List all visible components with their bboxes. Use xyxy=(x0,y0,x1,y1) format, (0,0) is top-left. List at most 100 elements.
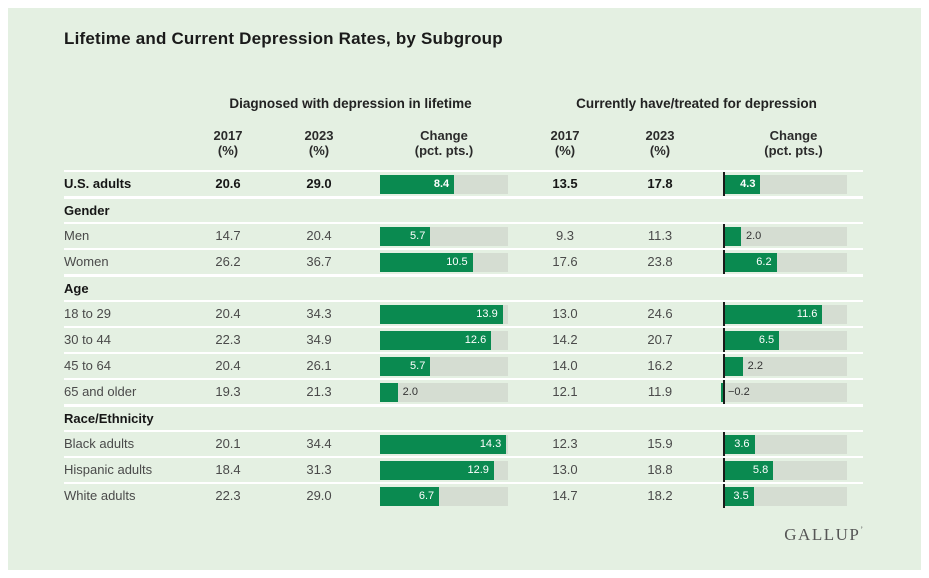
change-bar-fill: 5.7 xyxy=(380,356,431,376)
change-value-label: 2.2 xyxy=(747,359,763,372)
change-bar-cell: 5.8 xyxy=(723,458,847,482)
change-bar-fill: 3.5 xyxy=(724,486,754,506)
change-value-label: 5.7 xyxy=(410,229,426,242)
row-label: U.S. adults xyxy=(64,176,132,191)
change-bar: 10.5 xyxy=(380,252,508,272)
value-2023-lifetime: 20.4 xyxy=(306,228,332,243)
value-2023-lifetime: 34.4 xyxy=(306,436,332,451)
value-2017-lifetime: 20.4 xyxy=(215,358,241,373)
value-2017-lifetime: 14.7 xyxy=(215,228,241,243)
change-bar-fill: 6.7 xyxy=(380,486,440,506)
change-bar-cell: 12.9 xyxy=(380,458,508,482)
change-bar-cell: 11.6 xyxy=(723,302,847,326)
value-2023-lifetime: 34.9 xyxy=(306,332,332,347)
change-value-label: −0.2 xyxy=(728,385,750,398)
change-bar: 3.6 xyxy=(723,432,847,456)
column-headers: 2017 (%) 2023 (%) Change (pct. pts.) 201… xyxy=(64,128,863,158)
section-header-row: Race/Ethnicity xyxy=(64,404,863,430)
change-value-label: 5.7 xyxy=(410,359,426,372)
value-2017-current: 9.3 xyxy=(555,228,575,243)
section-header-row: Age xyxy=(64,274,863,300)
row-label: 65 and older xyxy=(64,384,137,399)
value-2017-current: 17.6 xyxy=(552,254,578,269)
table-row: 18 to 29 20.4 34.3 13.9 13.0 24.6 11.6 xyxy=(64,300,863,326)
row-label: 18 to 29 xyxy=(64,306,111,321)
table-row: Black adults 20.1 34.4 14.3 12.3 15.9 3.6 xyxy=(64,430,863,456)
change-bar-fill: 6.5 xyxy=(724,330,780,350)
column-header-2017-current: 2017 (%) xyxy=(550,128,580,158)
depression-rates-table: Diagnosed with depression in lifetime Cu… xyxy=(64,96,863,508)
chart-card: Lifetime and Current Depression Rates, b… xyxy=(8,8,921,570)
change-bar-cell: 5.7 xyxy=(380,354,508,378)
row-label: Men xyxy=(64,228,90,243)
value-2017-lifetime: 20.1 xyxy=(215,436,241,451)
value-2023-current: 15.9 xyxy=(647,436,673,451)
change-bar: 2.0 xyxy=(723,224,847,248)
change-value-label: 2.0 xyxy=(745,229,762,242)
change-value-label: 8.4 xyxy=(433,177,450,190)
table-row: 45 to 64 20.4 26.1 5.7 14.0 16.2 2.2 xyxy=(64,352,863,378)
change-bar: 6.5 xyxy=(723,328,847,352)
section-headers: Diagnosed with depression in lifetime Cu… xyxy=(64,96,863,112)
value-2017-lifetime: 20.4 xyxy=(215,306,241,321)
change-bar: −0.2 xyxy=(721,380,847,404)
section-label: Race/Ethnicity xyxy=(64,411,154,426)
change-bar-fill: 3.6 xyxy=(724,434,755,454)
change-bar: 5.7 xyxy=(380,356,508,376)
change-bar-cell: 2.0 xyxy=(380,380,508,404)
value-2023-lifetime: 21.3 xyxy=(306,384,332,399)
section-label: Age xyxy=(64,281,89,296)
row-label: Women xyxy=(64,254,109,269)
change-bar-cell: 3.5 xyxy=(723,484,847,508)
change-bar: 5.7 xyxy=(380,226,508,246)
value-2023-lifetime: 26.1 xyxy=(306,358,332,373)
change-bar-cell: 13.9 xyxy=(380,302,508,326)
change-value-label: 4.3 xyxy=(740,177,756,190)
change-value-label: 12.6 xyxy=(464,333,487,346)
change-bar: 11.6 xyxy=(723,302,847,326)
change-bar-cell: 6.2 xyxy=(723,250,847,274)
column-header-change-current: Change (pct. pts.) xyxy=(764,128,823,158)
change-bar: 2.2 xyxy=(723,354,847,378)
row-label: White adults xyxy=(64,488,136,503)
column-header-2017-lifetime: 2017 (%) xyxy=(213,128,243,158)
table-row: 65 and older 19.3 21.3 2.0 12.1 11.9 −0.2 xyxy=(64,378,863,404)
table-row: U.S. adults 20.6 29.0 8.4 13.5 17.8 4.3 xyxy=(64,170,863,196)
change-value-label: 11.6 xyxy=(796,307,818,320)
value-2023-current: 18.2 xyxy=(647,488,673,503)
value-2023-current: 23.8 xyxy=(647,254,673,269)
change-bar-cell: 4.3 xyxy=(723,172,847,196)
gallup-logo-text: GALLUP xyxy=(784,525,861,544)
page-title: Lifetime and Current Depression Rates, b… xyxy=(64,29,503,48)
change-bar-cell: 5.7 xyxy=(380,224,508,248)
section-label: Gender xyxy=(64,203,110,218)
value-2023-current: 17.8 xyxy=(647,176,673,191)
change-value-label: 5.8 xyxy=(752,463,769,476)
change-bar-cell: 2.2 xyxy=(723,354,847,378)
change-bar: 13.9 xyxy=(380,304,508,324)
change-value-label: 6.2 xyxy=(756,255,772,268)
value-2017-lifetime: 22.3 xyxy=(215,488,241,503)
section-header-lifetime: Diagnosed with depression in lifetime xyxy=(229,96,472,111)
value-2023-current: 16.2 xyxy=(647,358,673,373)
value-2023-lifetime: 31.3 xyxy=(306,462,332,477)
value-2023-current: 11.9 xyxy=(647,384,673,399)
change-bar-fill xyxy=(721,382,724,402)
change-bar-fill: 12.6 xyxy=(380,330,492,350)
column-header-2023-current: 2023 (%) xyxy=(645,128,675,158)
change-bar-cell: 6.7 xyxy=(380,484,508,508)
change-bar: 6.2 xyxy=(723,250,847,274)
change-bar: 12.9 xyxy=(380,460,508,480)
table-row: Men 14.7 20.4 5.7 9.3 11.3 2.0 xyxy=(64,222,863,248)
change-bar: 3.5 xyxy=(723,484,847,508)
change-value-label: 10.5 xyxy=(446,255,468,268)
table-row: Women 26.2 36.7 10.5 17.6 23.8 6.2 xyxy=(64,248,863,274)
change-value-label: 2.0 xyxy=(402,385,418,398)
value-2017-lifetime: 26.2 xyxy=(215,254,241,269)
value-2023-lifetime: 34.3 xyxy=(306,306,332,321)
change-value-label: 12.9 xyxy=(467,463,489,476)
value-2017-current: 12.1 xyxy=(552,384,578,399)
change-value-label: 6.5 xyxy=(758,333,775,346)
change-value-label: 3.5 xyxy=(733,489,749,502)
row-label: 45 to 64 xyxy=(64,358,111,373)
